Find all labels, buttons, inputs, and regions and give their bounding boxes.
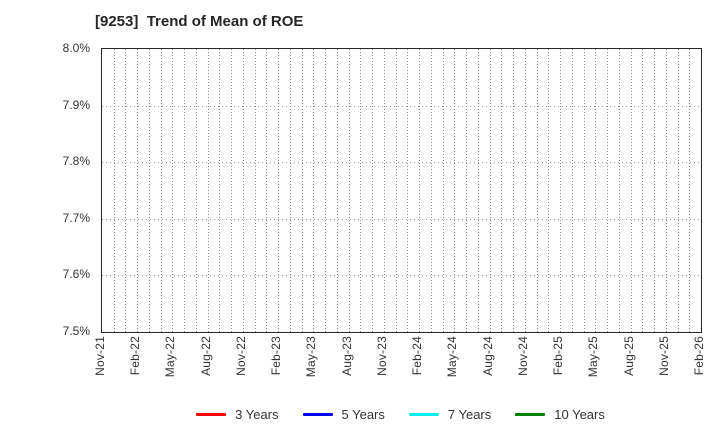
legend-label: 3 Years xyxy=(235,406,279,422)
x-axis-tick-label: Nov-22 xyxy=(233,336,248,376)
vertical-gridline xyxy=(195,49,197,332)
vertical-gridline xyxy=(383,49,385,332)
vertical-gridline xyxy=(207,49,209,332)
chart-title: [9253] Trend of Mean of ROE xyxy=(95,13,304,30)
legend-item-7-years: 7 Years xyxy=(408,406,492,422)
x-axis-tick-label: May-23 xyxy=(304,336,319,378)
legend-label: 10 Years xyxy=(554,406,605,422)
vertical-gridline xyxy=(348,49,350,332)
vertical-gridline xyxy=(360,49,362,332)
vertical-gridline xyxy=(231,49,233,332)
vertical-gridline xyxy=(289,49,291,332)
vertical-gridline xyxy=(266,49,268,332)
vertical-gridline xyxy=(254,49,256,332)
vertical-gridline xyxy=(536,49,538,332)
legend-line-swatch-10-years xyxy=(515,412,546,416)
vertical-gridline xyxy=(642,49,644,332)
horizontal-gridline xyxy=(102,162,701,164)
x-axis-tick-label: Feb-24 xyxy=(410,336,425,376)
vertical-gridline xyxy=(560,49,562,332)
vertical-gridline xyxy=(466,49,468,332)
vertical-gridline xyxy=(477,49,479,332)
vertical-gridline xyxy=(689,49,691,332)
legend-label: 5 Years xyxy=(341,406,385,422)
vertical-gridline xyxy=(125,49,127,332)
horizontal-gridline xyxy=(102,218,701,220)
vertical-gridline xyxy=(313,49,315,332)
vertical-gridline xyxy=(630,49,632,332)
vertical-gridline xyxy=(137,49,139,332)
vertical-gridline xyxy=(677,49,679,332)
vertical-gridline xyxy=(618,49,620,332)
horizontal-gridline xyxy=(102,105,701,107)
legend-line-swatch-7-years xyxy=(408,412,439,416)
x-axis-tick-label: May-25 xyxy=(586,336,601,378)
x-axis-tick-label: Feb-25 xyxy=(551,336,566,376)
horizontal-gridline xyxy=(102,275,701,277)
vertical-gridline xyxy=(571,49,573,332)
legend-item-10-years: 10 Years xyxy=(515,407,605,422)
x-axis-tick-label: Feb-22 xyxy=(128,336,143,376)
vertical-gridline xyxy=(501,49,503,332)
y-axis-tick-label: 7.5% xyxy=(62,324,90,338)
vertical-gridline xyxy=(160,49,162,332)
vertical-gridline xyxy=(301,49,303,332)
vertical-gridline xyxy=(442,49,444,332)
vertical-gridline xyxy=(172,49,174,332)
x-axis-tick-label: Feb-23 xyxy=(269,336,284,376)
vertical-gridline xyxy=(407,49,409,332)
x-axis-tick-label: Nov-25 xyxy=(656,336,671,376)
y-axis-tick-label: 7.6% xyxy=(62,267,90,282)
y-axis-tick-label: 7.8% xyxy=(62,154,90,169)
vertical-gridline xyxy=(654,49,656,332)
legend-line-swatch-3-years xyxy=(196,412,227,416)
vertical-gridline xyxy=(513,49,515,332)
vertical-gridline xyxy=(548,49,550,332)
plot-area xyxy=(101,48,702,333)
vertical-gridline xyxy=(665,49,667,332)
vertical-gridline xyxy=(242,49,244,332)
x-axis-tick-label: Aug-22 xyxy=(198,336,213,376)
legend-item-3-years: 3 Years xyxy=(196,406,279,422)
legend-label: 7 Years xyxy=(447,406,492,422)
y-axis-tick-label: 7.9% xyxy=(62,97,90,112)
vertical-gridline xyxy=(395,49,397,332)
legend: 3 Years 5 Years 7 Years 10 Years xyxy=(101,403,700,425)
vertical-gridline xyxy=(524,49,526,332)
vertical-gridline xyxy=(325,49,327,332)
vertical-gridline xyxy=(372,49,374,332)
x-axis-tick-label: May-24 xyxy=(445,336,460,378)
x-axis-tick-label: Aug-23 xyxy=(339,336,354,376)
vertical-gridline xyxy=(607,49,609,332)
vertical-gridline xyxy=(595,49,597,332)
vertical-gridline xyxy=(278,49,280,332)
vertical-gridline xyxy=(113,49,115,332)
x-axis-tick-label: Nov-21 xyxy=(93,336,107,376)
x-axis-tick-label: Aug-25 xyxy=(621,336,636,376)
x-axis-tick-label: Feb-26 xyxy=(692,336,706,376)
vertical-gridline xyxy=(219,49,221,332)
vertical-gridline xyxy=(148,49,150,332)
vertical-gridline xyxy=(454,49,456,332)
y-axis-tick-label: 7.7% xyxy=(62,210,90,225)
x-axis-tick-label: Nov-23 xyxy=(374,336,389,376)
x-axis-tick-label: Aug-24 xyxy=(480,336,495,376)
vertical-gridline xyxy=(430,49,432,332)
vertical-gridline xyxy=(583,49,585,332)
legend-line-swatch-5-years xyxy=(302,412,333,416)
x-axis-tick-label: Nov-24 xyxy=(515,336,530,376)
x-axis-tick-label: May-22 xyxy=(163,336,178,378)
vertical-gridline xyxy=(489,49,491,332)
y-axis-tick-label: 8.0% xyxy=(62,41,90,55)
legend-item-5-years: 5 Years xyxy=(302,406,385,422)
vertical-gridline xyxy=(336,49,338,332)
vertical-gridline xyxy=(419,49,421,332)
vertical-gridline xyxy=(184,49,186,332)
